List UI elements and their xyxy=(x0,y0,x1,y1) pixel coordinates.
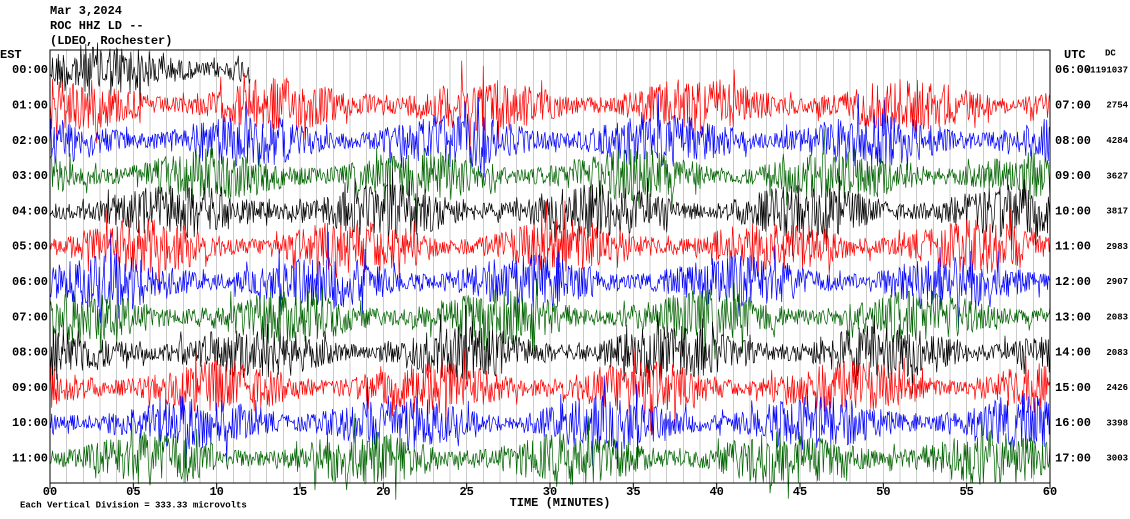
est-title: EST xyxy=(0,48,22,62)
dc-value: 2983 xyxy=(1106,242,1128,252)
dc-value: 2754 xyxy=(1106,101,1128,111)
trace xyxy=(49,375,1051,469)
est-label: 01:00 xyxy=(12,98,48,112)
est-label: 05:00 xyxy=(12,240,48,254)
est-label: 03:00 xyxy=(12,169,48,183)
x-tick-label: 45 xyxy=(793,485,807,499)
x-axis-title: TIME (MINUTES) xyxy=(510,496,611,510)
footer: Each Vertical Division = 333.33 microvol… xyxy=(20,500,247,510)
dc-value: 2426 xyxy=(1106,383,1128,393)
dc-value: 3003 xyxy=(1106,454,1128,464)
utc-label: 16:00 xyxy=(1055,416,1091,430)
x-tick-label: 10 xyxy=(209,485,223,499)
est-label: 02:00 xyxy=(12,134,48,148)
est-label: 00:00 xyxy=(12,63,48,77)
utc-label: 10:00 xyxy=(1055,204,1091,218)
utc-label: 07:00 xyxy=(1055,98,1091,112)
trace xyxy=(49,413,1051,500)
est-label: 06:00 xyxy=(12,275,48,289)
x-tick-label: 40 xyxy=(709,485,723,499)
x-tick-label: 55 xyxy=(959,485,973,499)
utc-label: 13:00 xyxy=(1055,310,1091,324)
est-label: 10:00 xyxy=(12,416,48,430)
trace xyxy=(49,348,1051,435)
trace xyxy=(49,167,1051,256)
utc-label: 08:00 xyxy=(1055,134,1091,148)
dc-title: DC xyxy=(1105,48,1116,58)
utc-title: UTC xyxy=(1064,48,1086,62)
utc-label: 15:00 xyxy=(1055,381,1091,395)
est-label: 04:00 xyxy=(12,204,48,218)
x-tick-label: 30 xyxy=(543,485,557,499)
est-label: 07:00 xyxy=(12,310,48,324)
trace xyxy=(49,42,251,109)
station: ROC HHZ LD -- xyxy=(50,19,144,33)
x-tick-label: 20 xyxy=(376,485,390,499)
trace xyxy=(49,231,1051,329)
utc-label: 14:00 xyxy=(1055,346,1091,360)
utc-label: 06:00 xyxy=(1055,63,1091,77)
trace xyxy=(49,305,1051,394)
x-tick-label: 15 xyxy=(293,485,307,499)
dc-value: 2083 xyxy=(1106,348,1128,358)
dc-value: 2083 xyxy=(1106,312,1128,322)
date: Mar 3,2024 xyxy=(50,4,122,18)
dc-value: 3398 xyxy=(1106,418,1128,428)
trace xyxy=(49,129,1051,218)
traces xyxy=(49,42,1051,500)
dc-value: 3627 xyxy=(1106,171,1128,181)
dc-value: -1191037 xyxy=(1085,65,1128,75)
x-tick-label: 50 xyxy=(876,485,890,499)
dc-value: 3817 xyxy=(1106,207,1128,217)
est-label: 08:00 xyxy=(12,346,48,360)
network: (LDEO, Rochester) xyxy=(50,34,172,48)
x-tick-label: 05 xyxy=(126,485,140,499)
x-tick-label: 00 xyxy=(43,485,57,499)
utc-label: 09:00 xyxy=(1055,169,1091,183)
x-tick-label: 60 xyxy=(1043,485,1057,499)
x-tick-label: 25 xyxy=(459,485,473,499)
x-tick-label: 35 xyxy=(626,485,640,499)
utc-label: 17:00 xyxy=(1055,451,1091,465)
dc-value: 2907 xyxy=(1106,277,1128,287)
est-label: 09:00 xyxy=(12,381,48,395)
trace xyxy=(49,93,1051,178)
est-label: 11:00 xyxy=(12,451,48,465)
utc-label: 12:00 xyxy=(1055,275,1091,289)
dc-value: 4284 xyxy=(1106,136,1128,146)
trace xyxy=(49,278,1051,360)
trace xyxy=(49,200,1051,295)
utc-label: 11:00 xyxy=(1055,240,1091,254)
